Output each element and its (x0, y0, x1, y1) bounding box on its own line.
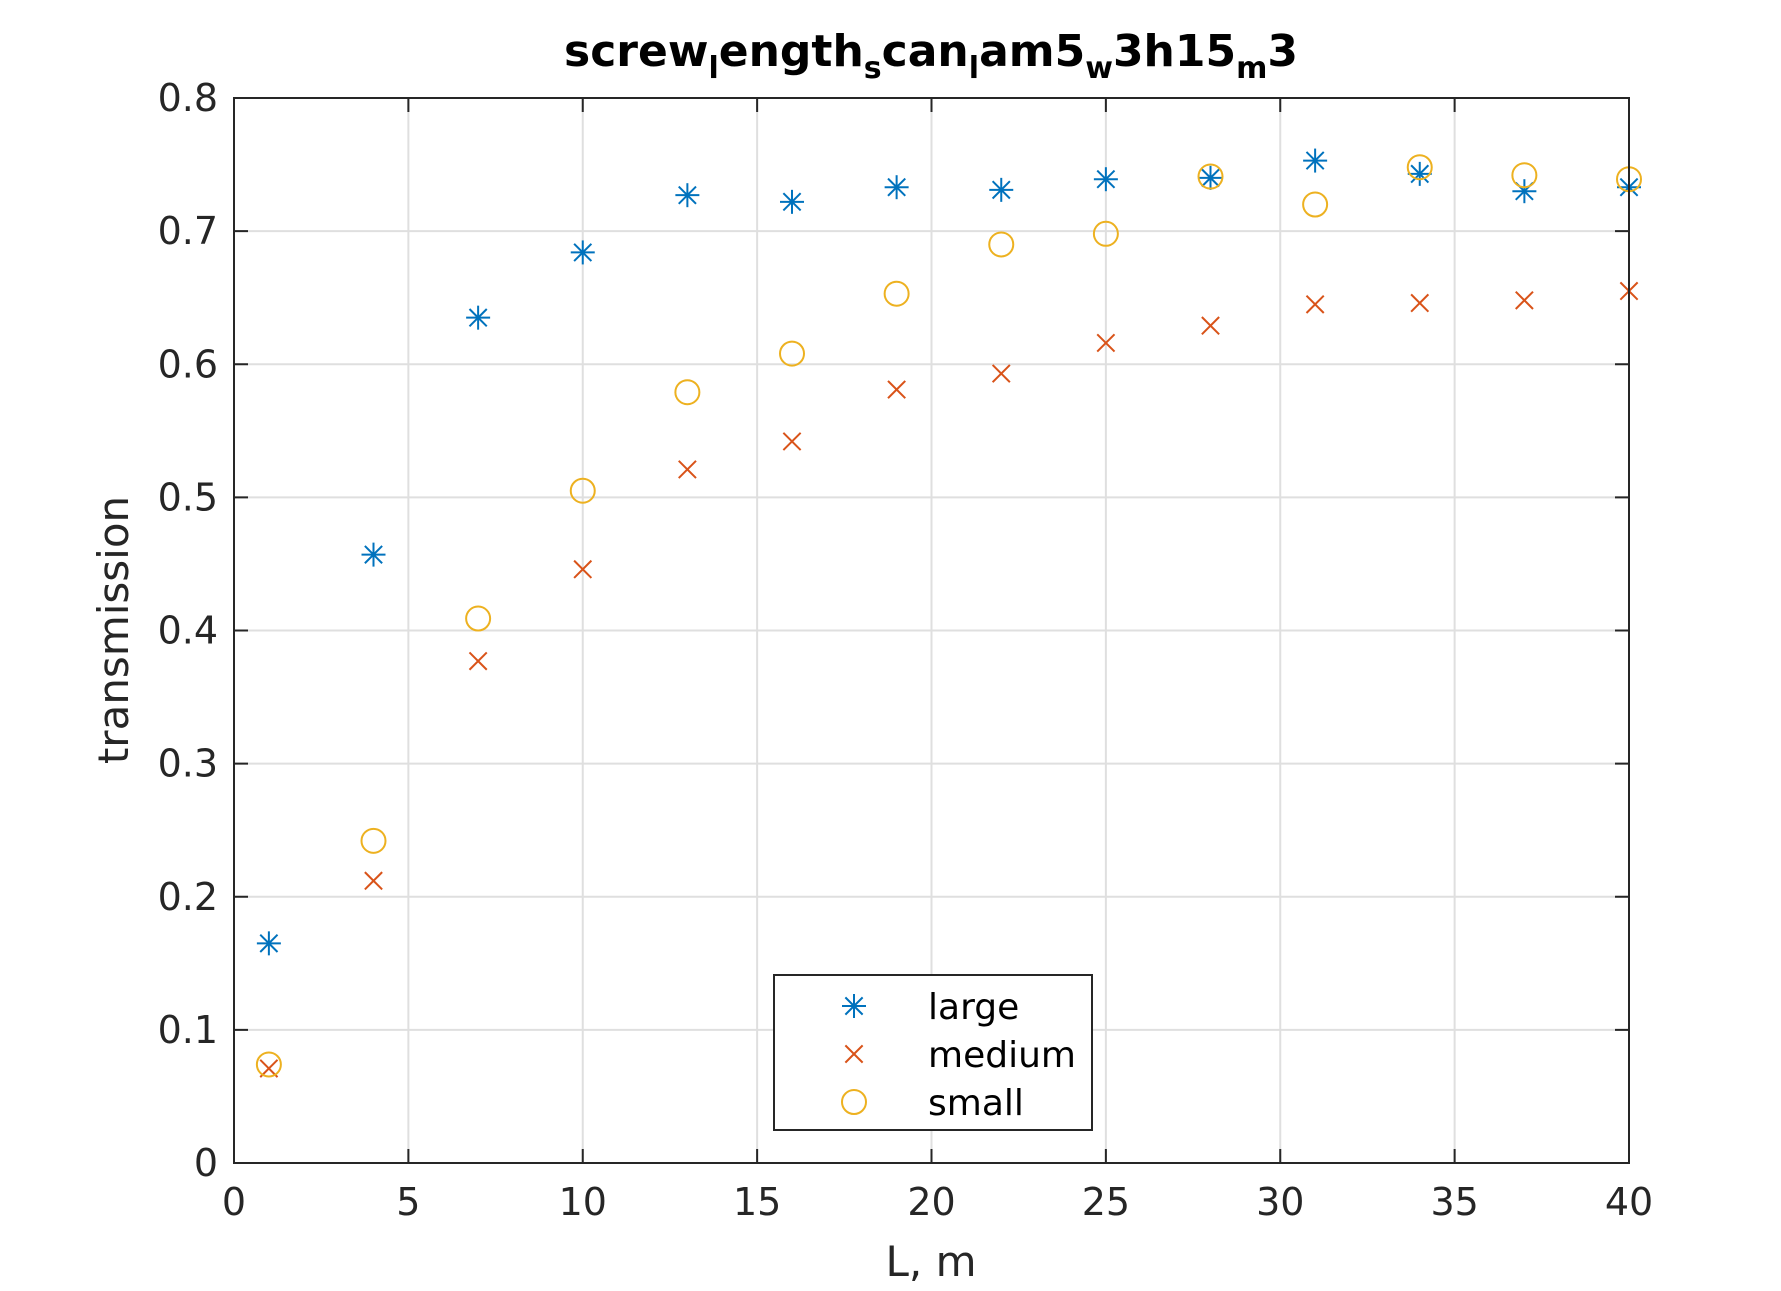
data-point-medium (1096, 333, 1116, 353)
data-point-small (988, 231, 1015, 258)
title-segment: 3 (1267, 26, 1298, 77)
legend-marker-large (842, 994, 866, 1018)
data-point-large (1198, 165, 1223, 190)
data-point-large (1407, 161, 1432, 186)
title-subscript: m (1236, 51, 1267, 86)
title-subscript: s (864, 51, 882, 86)
x-tick-label: 10 (559, 1180, 607, 1224)
data-point-large (989, 177, 1014, 202)
data-point-large (780, 189, 804, 214)
x-axis-label: L, m (885, 1237, 976, 1286)
legend-label: small (928, 1083, 1024, 1124)
data-point-small (1197, 163, 1224, 190)
title-segment: 3h15 (1113, 26, 1236, 77)
data-point-medium (1515, 291, 1534, 310)
data-point-small (1092, 220, 1119, 247)
title-segment: am5 (979, 26, 1085, 77)
data-point-small (674, 379, 701, 406)
legend-marker-medium (844, 1044, 864, 1064)
y-tick-labels: 0 0.1 0.2 0.3 0.4 0.5 0.6 0.7 0.8 (158, 76, 218, 1185)
data-point-small (883, 280, 910, 307)
data-point-large (361, 542, 386, 567)
data-point-large (570, 240, 595, 265)
legend-label: medium (928, 1035, 1076, 1076)
y-tick-label: 0.1 (158, 1008, 218, 1052)
title-segment: screw (564, 26, 708, 77)
y-tick-label: 0.8 (158, 76, 218, 120)
y-tick-label: 0.7 (158, 209, 218, 253)
data-point-small (360, 827, 387, 854)
data-point-medium (887, 380, 906, 399)
data-point-large (884, 175, 909, 200)
data-point-medium (991, 364, 1011, 383)
x-tick-label: 15 (733, 1180, 781, 1224)
y-axis-label: transmission (89, 496, 138, 764)
legend-entry-large: large (842, 987, 1019, 1028)
data-point-small (1302, 191, 1329, 218)
chart-title: screwlengthscanlam5w3h15m3 (564, 26, 1298, 86)
data-point-small (569, 477, 596, 504)
data-point-large (675, 183, 700, 208)
data-point-medium (678, 460, 697, 479)
legend-marker-small (841, 1089, 867, 1115)
data-point-small (779, 340, 805, 367)
data-point-medium (364, 871, 383, 891)
y-tick-label: 0.2 (158, 875, 218, 919)
y-tick-label: 0 (194, 1141, 218, 1185)
data-point-small (1511, 162, 1538, 189)
data-point-large (1303, 148, 1328, 173)
data-point-small (465, 605, 492, 632)
data-point-small (255, 1051, 282, 1078)
legend-entry-small: small (841, 1083, 1024, 1124)
legend-label: large (928, 987, 1019, 1028)
data-point-large (466, 305, 491, 330)
legend-box (773, 974, 1093, 1131)
title-subscript: w (1085, 51, 1113, 86)
data-point-medium (468, 651, 488, 671)
x-tick-label: 25 (1082, 1180, 1130, 1224)
x-tick-label: 30 (1256, 1180, 1304, 1224)
title-segment: ength (719, 26, 864, 77)
data-point-medium (782, 432, 802, 451)
y-tick-label: 0.4 (158, 609, 218, 653)
data-point-large (1093, 167, 1118, 192)
x-tick-labels: 0 5 10 15 20 25 30 35 40 (222, 1180, 1653, 1224)
legend-entry-medium: medium (844, 1035, 1076, 1076)
title-segment: can (882, 26, 969, 77)
y-tick-label: 0.6 (158, 342, 218, 386)
y-tick-label: 0.3 (158, 742, 218, 786)
legend: large medium small (773, 974, 1093, 1131)
y-tick-label: 0.5 (158, 475, 218, 519)
x-tick-label: 40 (1605, 1180, 1653, 1224)
data-point-medium (1201, 316, 1220, 335)
data-point-medium (573, 559, 593, 579)
title-subscript: l (708, 51, 718, 86)
data-point-small (1406, 154, 1433, 181)
axis-ticks (233, 97, 1630, 1164)
data-point-medium (1410, 293, 1430, 313)
x-tick-label: 35 (1430, 1180, 1478, 1224)
x-tick-label: 20 (907, 1180, 955, 1224)
data-point-large (256, 931, 281, 956)
title-subscript: l (969, 51, 979, 86)
data-point-medium (1305, 294, 1325, 314)
x-tick-label: 0 (222, 1180, 246, 1224)
x-tick-label: 5 (396, 1180, 420, 1224)
